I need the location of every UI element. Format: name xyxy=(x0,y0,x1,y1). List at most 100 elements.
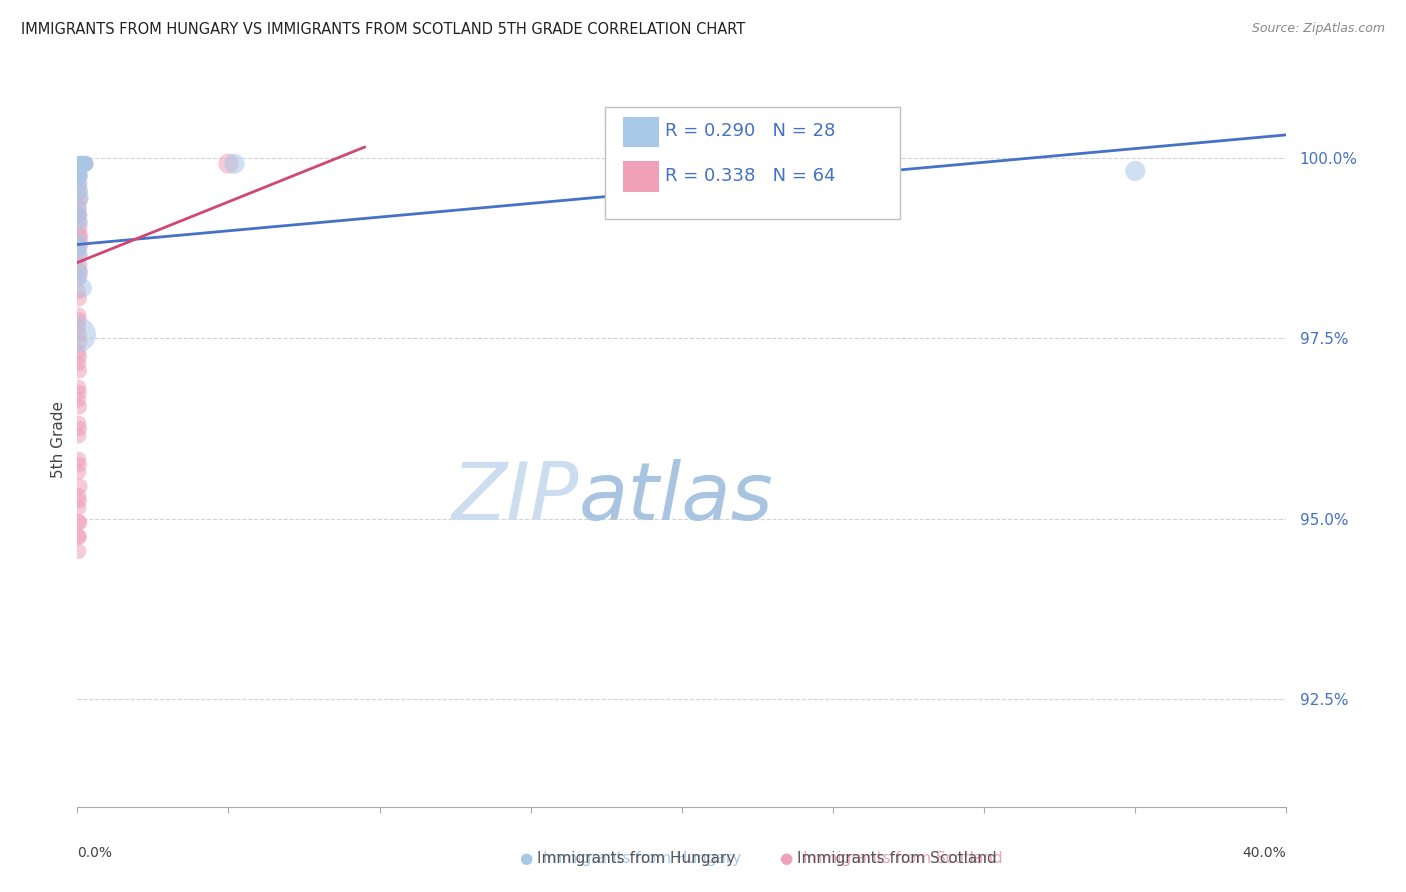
Point xyxy=(69,193,91,207)
Point xyxy=(67,207,90,221)
Text: ●  Immigrants from Scotland: ● Immigrants from Scotland xyxy=(780,851,1002,865)
Point xyxy=(218,157,240,171)
Point xyxy=(67,251,90,265)
Text: Source: ZipAtlas.com: Source: ZipAtlas.com xyxy=(1251,22,1385,36)
Point xyxy=(69,157,91,171)
Text: 40.0%: 40.0% xyxy=(1243,847,1286,860)
Point xyxy=(69,248,91,262)
Point xyxy=(67,493,90,508)
Point xyxy=(67,500,90,515)
Point xyxy=(69,216,91,230)
Point xyxy=(67,516,90,530)
Point xyxy=(69,270,91,285)
Point xyxy=(75,157,97,171)
Point xyxy=(69,176,91,190)
Point xyxy=(70,157,93,171)
Point xyxy=(70,157,93,171)
Point xyxy=(75,157,97,171)
Point xyxy=(67,349,90,363)
Point xyxy=(67,465,90,479)
Point xyxy=(67,207,90,221)
Point xyxy=(75,157,97,171)
Point xyxy=(69,169,91,183)
Point xyxy=(67,292,90,306)
Point xyxy=(67,385,90,400)
Point xyxy=(70,157,93,171)
Point xyxy=(67,178,90,193)
Point xyxy=(73,157,96,171)
Point xyxy=(67,285,90,299)
Point xyxy=(67,392,90,407)
Point xyxy=(67,530,90,544)
Point xyxy=(1125,164,1147,178)
Point xyxy=(67,308,90,322)
Point xyxy=(67,313,90,327)
Point xyxy=(69,209,91,223)
Point xyxy=(67,200,90,214)
Point xyxy=(67,400,90,414)
Point xyxy=(70,191,93,205)
Text: atlas: atlas xyxy=(579,459,773,537)
Point xyxy=(67,157,90,171)
Point xyxy=(67,164,90,178)
Point xyxy=(67,380,90,394)
Point xyxy=(67,320,90,334)
Point xyxy=(67,544,90,558)
Point xyxy=(67,171,90,186)
Point xyxy=(67,214,90,228)
Text: Immigrants from Scotland: Immigrants from Scotland xyxy=(797,851,997,865)
Point xyxy=(73,157,96,171)
Point xyxy=(69,169,91,183)
Text: R = 0.290   N = 28: R = 0.290 N = 28 xyxy=(665,122,835,140)
Point xyxy=(67,458,90,472)
Point xyxy=(69,221,91,235)
Point xyxy=(67,489,90,503)
Point xyxy=(67,452,90,467)
Point xyxy=(67,234,90,248)
Point xyxy=(69,157,91,171)
Point xyxy=(72,157,94,171)
Point xyxy=(72,157,94,171)
Text: Immigrants from Hungary: Immigrants from Hungary xyxy=(537,851,735,865)
Point xyxy=(73,157,96,171)
Point xyxy=(73,157,96,171)
Point xyxy=(69,157,91,171)
Point xyxy=(70,235,93,250)
Text: 0.0%: 0.0% xyxy=(77,847,112,860)
Point xyxy=(72,157,94,171)
Point xyxy=(67,272,90,286)
Point xyxy=(69,241,91,255)
Text: ZIP: ZIP xyxy=(451,459,579,537)
Point xyxy=(224,157,246,171)
Point xyxy=(67,164,90,178)
Point xyxy=(67,327,90,342)
Point xyxy=(67,344,90,359)
Point xyxy=(69,228,91,243)
Point xyxy=(69,186,91,200)
Point xyxy=(70,157,93,171)
Point xyxy=(67,262,90,277)
Point xyxy=(69,479,91,493)
Point xyxy=(67,417,90,431)
Point xyxy=(67,530,90,544)
Point xyxy=(67,364,90,378)
Point xyxy=(67,202,90,216)
Point xyxy=(69,164,91,178)
Point xyxy=(75,157,97,171)
Point xyxy=(69,516,91,530)
Point xyxy=(69,265,91,279)
Point xyxy=(67,421,90,435)
Y-axis label: 5th Grade: 5th Grade xyxy=(51,401,66,478)
Point xyxy=(67,228,90,243)
Point xyxy=(69,258,91,272)
Point xyxy=(69,183,91,197)
Point xyxy=(67,244,90,258)
Point xyxy=(67,169,90,183)
Point xyxy=(67,428,90,442)
Point xyxy=(67,157,90,171)
Point xyxy=(70,157,93,171)
Point xyxy=(69,334,91,349)
Text: ●  Immigrants from Hungary: ● Immigrants from Hungary xyxy=(520,851,741,865)
Text: IMMIGRANTS FROM HUNGARY VS IMMIGRANTS FROM SCOTLAND 5TH GRADE CORRELATION CHART: IMMIGRANTS FROM HUNGARY VS IMMIGRANTS FR… xyxy=(21,22,745,37)
Point xyxy=(72,157,94,171)
